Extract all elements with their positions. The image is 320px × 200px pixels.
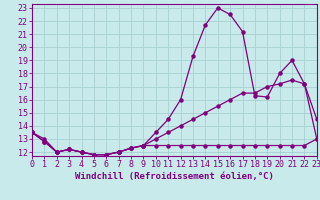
X-axis label: Windchill (Refroidissement éolien,°C): Windchill (Refroidissement éolien,°C) <box>75 172 274 181</box>
